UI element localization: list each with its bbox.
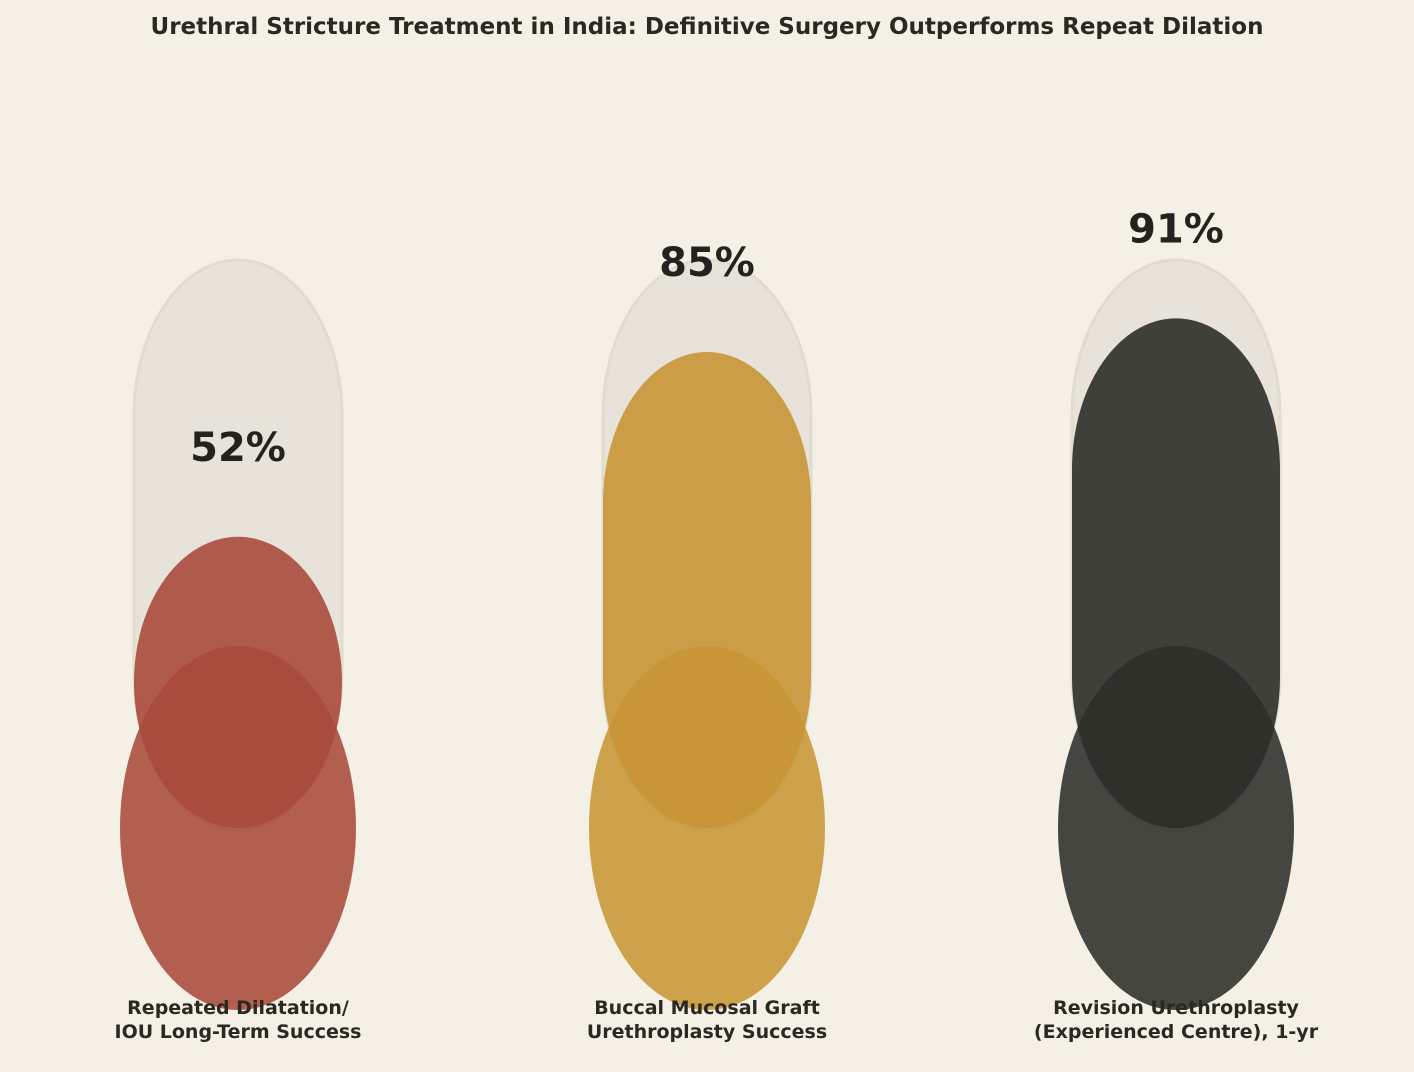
value-label: 85% bbox=[659, 240, 755, 286]
thermometer-bulb bbox=[1058, 646, 1294, 1010]
category-label: Repeated Dilatation/IOU Long-Term Succes… bbox=[115, 997, 362, 1043]
category-label: Buccal Mucosal Graft Urethroplasty Succes… bbox=[587, 997, 827, 1043]
category-label-line: Buccal Mucosal Graft bbox=[594, 997, 820, 1019]
chart-marks: 52% Repeated Dilatation/IOU Long-Term Suc… bbox=[115, 206, 1319, 1043]
chart-title: Urethral Stricture Treatment in India: D… bbox=[151, 14, 1264, 40]
thermometer-bulb bbox=[120, 646, 356, 1010]
category-label-line: IOU Long-Term Success bbox=[115, 1021, 362, 1043]
value-label: 52% bbox=[190, 425, 286, 471]
category-label-line: Repeated Dilatation/ bbox=[127, 997, 349, 1019]
value-label: 91% bbox=[1128, 206, 1224, 252]
thermometer-bulb bbox=[589, 646, 825, 1010]
category-label-line: Revision Urethroplasty bbox=[1053, 997, 1299, 1019]
category-label-line: (Experienced Centre), 1-yr bbox=[1034, 1021, 1319, 1043]
category-label: Revision Urethroplasty (Experienced Centr… bbox=[1034, 997, 1319, 1043]
category-label-line: Urethroplasty Success bbox=[587, 1021, 827, 1043]
